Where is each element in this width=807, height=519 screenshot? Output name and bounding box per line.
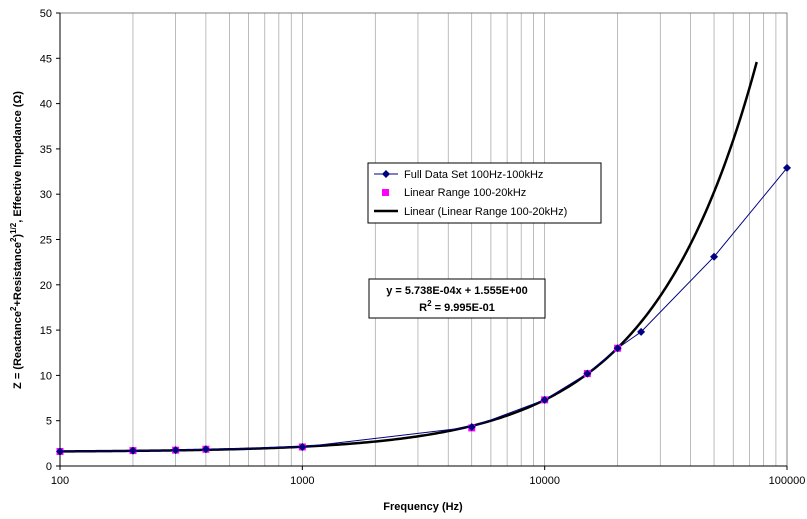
y-tick-label: 10 <box>40 370 52 382</box>
y-title-part: ) <box>12 234 24 238</box>
legend-item-linear-range: Linear Range 100-20kHz <box>382 187 526 199</box>
y-title-sup: 1/2 <box>9 222 18 234</box>
y-title-part: +Resistance <box>12 242 24 307</box>
legend-square-marker <box>382 189 389 196</box>
r2-prefix: R <box>419 302 427 314</box>
y-axis-title: Z = (Reactance2+Resistance2)1/2, Effecti… <box>9 91 24 389</box>
y-tick-label: 25 <box>40 235 52 247</box>
y-title-part: ) <box>12 91 24 95</box>
data-point-diamond <box>783 163 791 172</box>
equation-box <box>368 278 546 319</box>
legend-item-trendline: Linear (Linear Range 100-20kHz) <box>374 206 567 218</box>
trendline-curve <box>59 61 758 453</box>
y-tick-label: 35 <box>40 144 52 156</box>
y-title-omega: Ω <box>12 95 24 104</box>
legend-diamond-marker <box>382 170 390 178</box>
marker-layer <box>56 163 791 456</box>
y-title-part: Z = (Reactance <box>12 311 24 389</box>
data-point-diamond <box>128 446 137 455</box>
y-tick-label: 50 <box>40 8 52 20</box>
x-tick-label: 100000 <box>769 475 806 487</box>
data-point-diamond <box>201 445 210 454</box>
equation-text: y = 5.738E-04x + 1.555E+00 <box>386 285 528 297</box>
y-tick-label: 5 <box>46 416 52 428</box>
data-point-diamond <box>171 446 180 455</box>
trendline-layer <box>59 61 758 453</box>
y-title-sup: 2 <box>9 306 18 311</box>
series-layer <box>59 167 788 452</box>
x-tick-label: 10000 <box>529 475 560 487</box>
y-tick-label: 30 <box>40 189 52 201</box>
data-point-diamond <box>298 442 307 451</box>
data-point-diamond <box>56 447 64 456</box>
data-point-diamond <box>540 395 549 404</box>
legend-label: Full Data Set 100Hz-100kHz <box>404 169 543 181</box>
y-tick-label: 45 <box>40 53 52 65</box>
r-squared-text: R2 = 9.995E-01 <box>419 299 495 314</box>
trendline-equation: y = 5.738E-04x + 1.555E+00 R2 = 9.995E-0… <box>368 278 546 319</box>
legend-box <box>367 162 602 224</box>
axes: 0 5 10 15 20 25 30 35 40 45 50 100 1000 10000 100000 <box>40 8 806 487</box>
series-line-full-data <box>59 167 788 452</box>
data-point-diamond <box>637 327 646 336</box>
legend-item-full-data: Full Data Set 100Hz-100kHz <box>374 169 543 181</box>
y-tick-label: 0 <box>46 461 52 473</box>
data-point-diamond <box>467 423 476 432</box>
x-tick-label: 100 <box>51 475 69 487</box>
data-point-diamond <box>710 252 719 261</box>
x-axis-title: Frequency (Hz) <box>383 501 463 513</box>
r2-sup: 2 <box>427 299 432 308</box>
y-tick-label: 40 <box>40 99 52 111</box>
x-tick-label: 1000 <box>290 475 314 487</box>
data-point-diamond <box>613 344 622 353</box>
y-tick-label: 20 <box>40 280 52 292</box>
y-title-part: , Effective Impedance ( <box>12 103 24 223</box>
legend-label: Linear (Linear Range 100-20kHz) <box>404 206 567 218</box>
y-tick-label: 15 <box>40 325 52 337</box>
r2-rest: = 9.995E-01 <box>432 302 495 314</box>
y-title-sup: 2 <box>9 237 18 242</box>
legend: Full Data Set 100Hz-100kHz Linear Range … <box>367 162 602 224</box>
data-point-diamond <box>583 369 592 378</box>
plot-area-border <box>59 12 788 467</box>
legend-label: Linear Range 100-20kHz <box>404 187 526 199</box>
grid-lines <box>59 13 777 466</box>
